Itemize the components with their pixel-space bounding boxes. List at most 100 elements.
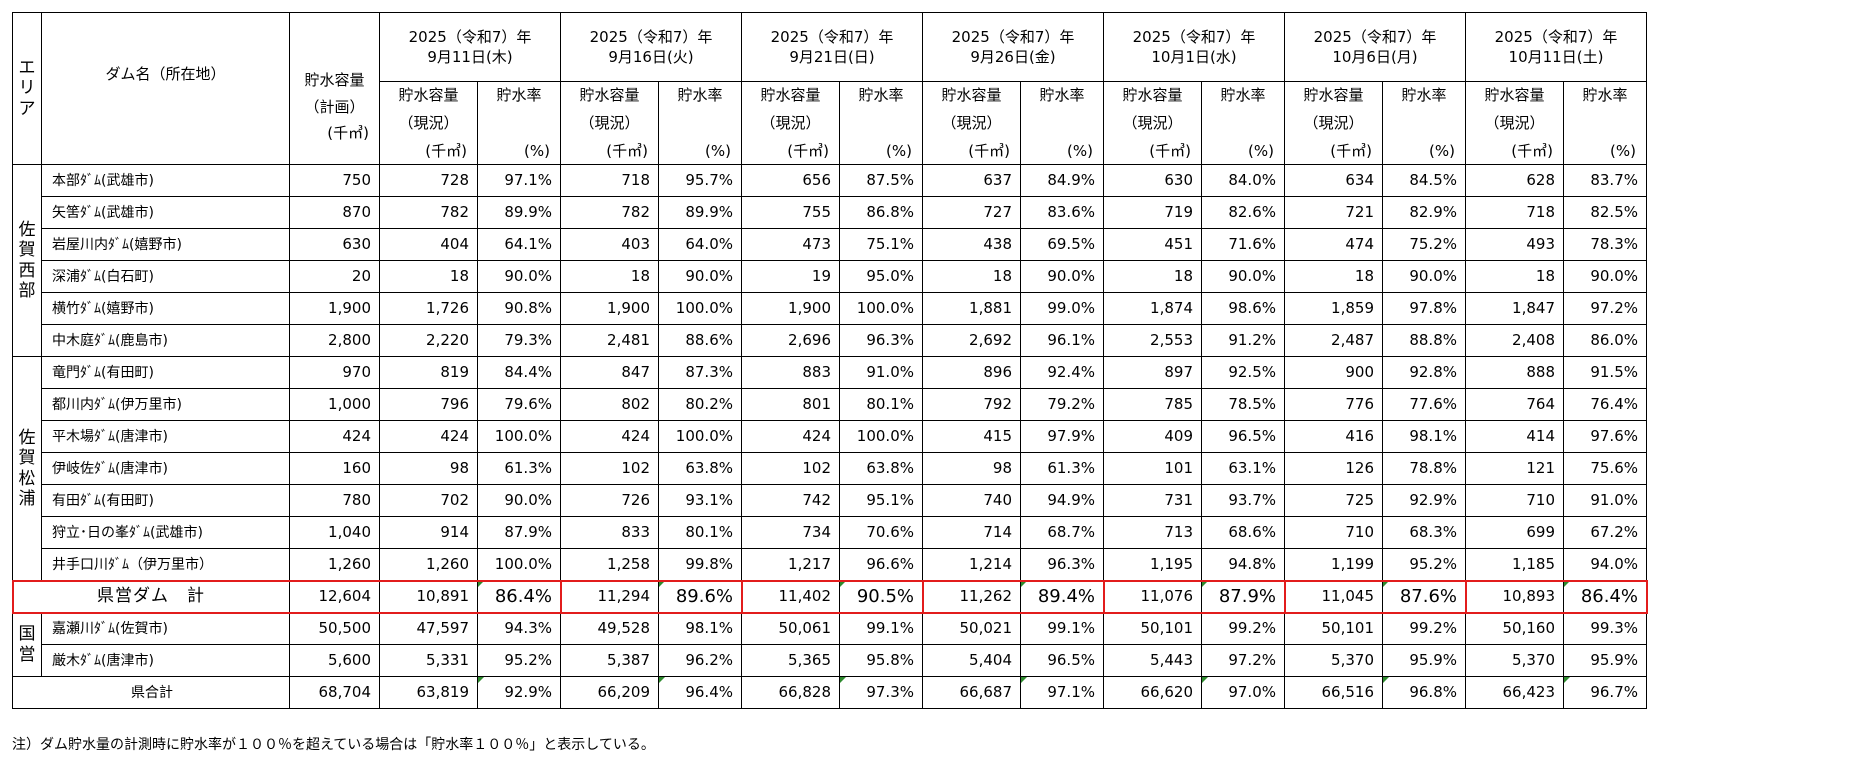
storage-rate-cell: 79.2% — [1020, 388, 1104, 421]
storage-rate-cell: 93.7% — [1201, 484, 1285, 517]
rate-unit: (%) — [1248, 142, 1274, 160]
capacity-column-header: 貯水容量 （現況） (千㎥) — [1103, 81, 1202, 165]
storage-rate-value: 87.6% — [1399, 585, 1457, 607]
storage-rate-value: 92.8% — [1409, 363, 1457, 381]
capacity-sublabel: （現況） — [398, 114, 459, 132]
capacity-column-header: 貯水容量 （現況） (千㎥) — [560, 81, 659, 165]
current-capacity-cell: 5,370 — [1284, 644, 1383, 677]
storage-rate-value: 99.2% — [1228, 619, 1276, 637]
current-capacity-cell: 1,900 — [560, 292, 659, 325]
plan-capacity-sublabel: （計画） — [304, 98, 365, 116]
current-capacity-cell: 1,859 — [1284, 292, 1383, 325]
storage-rate-value: 84.0% — [1228, 171, 1276, 189]
storage-rate-cell: 96.5% — [1020, 644, 1104, 677]
storage-rate-cell: 75.2% — [1382, 228, 1466, 261]
current-capacity-cell: 66,687 — [922, 676, 1021, 709]
storage-rate-cell: 80.1% — [839, 388, 923, 421]
current-capacity-cell: 11,076 — [1103, 580, 1202, 613]
table-row: 有田ﾀﾞﾑ(有田町) 780 702 90.0% 726 93.1% 742 95.1% 740… — [13, 484, 1647, 517]
storage-rate-value: 98.1% — [685, 619, 733, 637]
current-capacity-cell: 1,199 — [1284, 548, 1383, 581]
storage-rate-cell: 80.1% — [658, 516, 742, 549]
capacity-unit: (千㎥) — [606, 142, 648, 160]
storage-rate-value: 88.6% — [685, 331, 733, 349]
current-capacity-cell: 2,408 — [1465, 324, 1564, 357]
storage-rate-value: 78.3% — [1590, 235, 1638, 253]
formula-marker — [478, 581, 484, 587]
storage-rate-cell: 90.0% — [1201, 260, 1285, 293]
capacity-column-header: 貯水容量 （現況） (千㎥) — [922, 81, 1021, 165]
date-header-year: 2025（令和7）年 — [1494, 28, 1618, 46]
dam-name-cell: 狩立･日の峯ﾀﾞﾑ(武雄市) — [41, 516, 290, 549]
storage-rate-cell: 90.0% — [477, 260, 561, 293]
current-capacity-cell: 776 — [1284, 388, 1383, 421]
storage-rate-value: 94.8% — [1228, 555, 1276, 573]
header-row-dates: エリア ダム名（所在地） 貯水容量 （計画） (千㎥) 2025（令和7）年 9月11日(木… — [12, 12, 1647, 165]
storage-rate-value: 99.3% — [1590, 619, 1638, 637]
storage-rate-value: 68.7% — [1047, 523, 1095, 541]
storage-rate-value: 67.2% — [1590, 523, 1638, 541]
current-capacity-cell: 18 — [1284, 260, 1383, 293]
current-capacity-cell: 755 — [741, 196, 840, 229]
date-header: 2025（令和7）年 9月26日(金) — [922, 12, 1104, 82]
table-row: 井手口川ﾀﾞﾑ（伊万里市） 1,260 1,260 100.0% 1,258 99.8% 1… — [13, 548, 1647, 581]
storage-rate-value: 98.1% — [1409, 427, 1457, 445]
storage-rate-value: 100.0% — [856, 427, 914, 445]
area-label-cell: 佐賀西部 — [12, 164, 42, 357]
storage-rate-cell: 87.6% — [1382, 580, 1466, 613]
rate-column-header: 貯水率 (%) — [477, 81, 561, 165]
dam-name-cell: 本部ﾀﾞﾑ(武雄市) — [41, 164, 290, 197]
current-capacity-cell: 18 — [1465, 260, 1564, 293]
storage-rate-cell: 96.7% — [1563, 676, 1647, 709]
current-capacity-cell: 1,881 — [922, 292, 1021, 325]
current-capacity-cell: 1,847 — [1465, 292, 1564, 325]
date-header-day: 9月16日(火) — [608, 48, 694, 67]
storage-rate-value: 100.0% — [856, 299, 914, 317]
storage-rate-value: 92.5% — [1228, 363, 1276, 381]
storage-rate-cell: 92.4% — [1020, 356, 1104, 389]
current-capacity-cell: 63,819 — [379, 676, 478, 709]
table-row: 矢筈ﾀﾞﾑ(武雄市) 870 782 89.9% 782 89.9% 755 86.8% 727… — [13, 196, 1647, 229]
capacity-sublabel: （現況） — [1122, 114, 1183, 132]
current-capacity-cell: 403 — [560, 228, 659, 261]
plan-capacity-cell: 160 — [289, 452, 380, 485]
dam-name-cell: 平木場ﾀﾞﾑ(唐津市) — [41, 420, 290, 453]
plan-capacity-cell: 970 — [289, 356, 380, 389]
formula-marker — [659, 677, 665, 683]
current-capacity-cell: 785 — [1103, 388, 1202, 421]
storage-rate-value: 61.3% — [1047, 459, 1095, 477]
current-capacity-cell: 900 — [1284, 356, 1383, 389]
rate-label: 貯水率 — [1582, 86, 1628, 104]
storage-rate-value: 84.5% — [1409, 171, 1457, 189]
formula-marker — [1021, 677, 1027, 683]
current-capacity-cell: 424 — [741, 420, 840, 453]
storage-rate-value: 97.9% — [1047, 427, 1095, 445]
dam-name-header: ダム名（所在地） — [41, 12, 290, 165]
capacity-label: 貯水容量 — [1122, 86, 1183, 104]
plan-capacity-cell: 12,604 — [289, 580, 380, 613]
area-header-label: エリア — [18, 57, 36, 119]
current-capacity-cell: 2,487 — [1284, 324, 1383, 357]
area-label: 佐賀西部 — [18, 219, 36, 301]
storage-rate-value: 96.4% — [685, 683, 733, 701]
storage-rate-value: 89.9% — [504, 203, 552, 221]
current-capacity-cell: 801 — [741, 388, 840, 421]
formula-marker — [840, 677, 846, 683]
current-capacity-cell: 121 — [1465, 452, 1564, 485]
dam-name-cell: 竜門ﾀﾞﾑ(有田町) — [41, 356, 290, 389]
plan-capacity-cell: 424 — [289, 420, 380, 453]
capacity-unit: (千㎥) — [1511, 142, 1553, 160]
current-capacity-cell: 66,209 — [560, 676, 659, 709]
storage-rate-cell: 100.0% — [839, 420, 923, 453]
current-capacity-cell: 50,021 — [922, 612, 1021, 645]
storage-rate-value: 96.8% — [1409, 683, 1457, 701]
storage-rate-value: 90.0% — [504, 267, 552, 285]
storage-rate-value: 92.9% — [504, 683, 552, 701]
current-capacity-cell: 2,696 — [741, 324, 840, 357]
storage-rate-cell: 90.5% — [839, 580, 923, 613]
storage-rate-value: 86.4% — [1580, 585, 1638, 607]
storage-rate-cell: 95.8% — [839, 644, 923, 677]
storage-rate-cell: 80.2% — [658, 388, 742, 421]
storage-rate-cell: 90.0% — [1382, 260, 1466, 293]
storage-rate-value: 80.1% — [685, 523, 733, 541]
